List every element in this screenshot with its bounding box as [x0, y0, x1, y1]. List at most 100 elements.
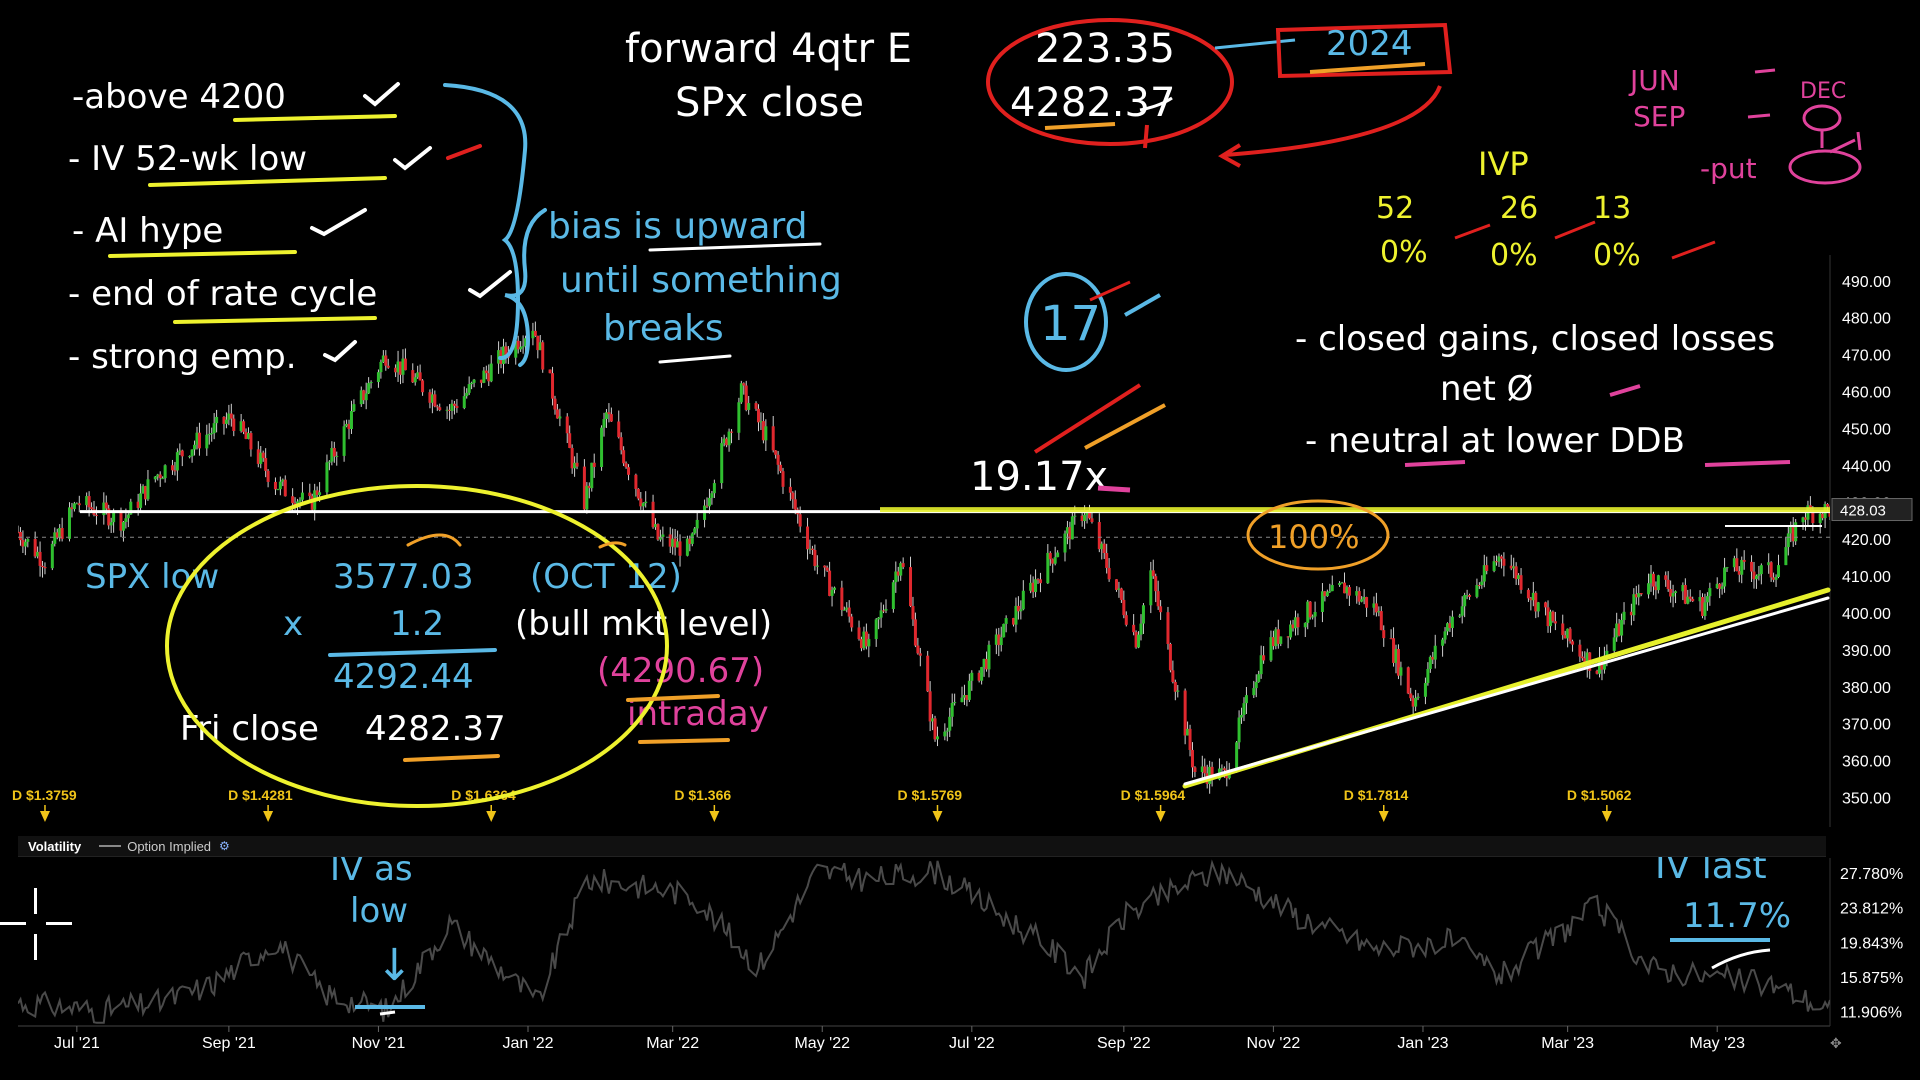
- candle-up: [1480, 581, 1484, 586]
- candle-up: [146, 479, 150, 500]
- candle-up: [676, 541, 680, 548]
- candle-down: [1048, 552, 1052, 560]
- candle-down: [1578, 644, 1582, 657]
- candle-up: [1034, 579, 1038, 593]
- candle-up: [482, 370, 486, 383]
- candle-up: [585, 485, 589, 510]
- candle-down: [825, 567, 829, 571]
- candle-up: [1818, 513, 1822, 524]
- candle-down: [568, 433, 572, 448]
- dividend-markers: D $1.3759 D $1.4281 D $1.6364 D $1.366 D $1.…: [12, 787, 1632, 822]
- candle-down: [1031, 582, 1035, 593]
- candle-down: [1688, 596, 1692, 599]
- candle-up: [72, 503, 76, 510]
- candle-down: [1544, 602, 1548, 608]
- candle-up: [36, 551, 40, 557]
- bias-line-1: bias is upward: [548, 206, 808, 247]
- candle-down: [1343, 582, 1347, 594]
- bull-level: 4292.44: [333, 657, 474, 697]
- candle-down: [232, 418, 236, 431]
- candle-up: [327, 461, 331, 463]
- candle-down: [1629, 611, 1633, 616]
- candle-down: [705, 505, 709, 507]
- candle-up: [884, 609, 888, 611]
- price-tick-label: 460.00: [1842, 385, 1891, 402]
- candle-up: [1053, 557, 1057, 564]
- x-tick-label: Mar '23: [1541, 1035, 1594, 1052]
- candle-down: [622, 450, 626, 464]
- candle-down: [1389, 638, 1393, 640]
- candle-down: [1563, 635, 1567, 639]
- candle-up: [1200, 766, 1204, 772]
- candle-down: [1791, 527, 1795, 542]
- candle-up: [381, 355, 385, 362]
- candle-up: [1306, 601, 1310, 623]
- candle-up: [26, 539, 30, 542]
- candle-up: [465, 392, 469, 397]
- volatility-tick-label: 23.812%: [1840, 901, 1903, 918]
- candle-up: [1252, 688, 1256, 696]
- scroll-to-end-icon[interactable]: ✥: [1830, 1036, 1842, 1052]
- candle-down: [756, 408, 760, 423]
- candle-up: [342, 426, 346, 456]
- bull-note: (bull mkt level): [515, 604, 772, 644]
- candle-up: [658, 536, 662, 540]
- candle-up: [1443, 631, 1447, 640]
- candle-down: [1411, 698, 1415, 707]
- candle-down: [761, 421, 765, 441]
- candle-down: [1396, 648, 1400, 676]
- candle-up: [1686, 596, 1690, 604]
- candle-down: [1379, 611, 1383, 631]
- settings-icon[interactable]: ⚙: [219, 839, 230, 853]
- candle-up: [1117, 588, 1121, 590]
- x-tick-label: Nov '21: [352, 1035, 406, 1052]
- net-note: net Ø: [1440, 369, 1533, 409]
- candle-down: [793, 499, 797, 510]
- candle-down: [1038, 579, 1042, 584]
- candle-up: [1433, 645, 1437, 660]
- candle-down: [639, 498, 643, 507]
- candle-up: [879, 610, 883, 618]
- candle-down: [1183, 690, 1187, 736]
- dividend-arrow-icon: [709, 811, 720, 822]
- candle-up: [416, 372, 420, 378]
- candle-up: [1019, 609, 1023, 612]
- candle-down: [1132, 624, 1136, 633]
- candle-down: [1617, 623, 1621, 636]
- spx-close-label: SPx close: [675, 80, 864, 126]
- candle-down: [913, 619, 917, 646]
- bias-line-2: until something: [560, 260, 842, 301]
- candle-up: [644, 501, 648, 504]
- thesis-checklist: -above 4200 - IV 52-wk low - AI hype - e…: [68, 77, 377, 377]
- volatility-y-axis: 27.780% 23.812% 19.843% 15.875% 11.906%: [1840, 866, 1903, 1022]
- candle-up: [489, 363, 493, 382]
- candle-down: [730, 431, 734, 433]
- candle-up: [259, 452, 263, 464]
- multiplier-value: 1.2: [390, 604, 444, 644]
- sep-label: SEP: [1633, 100, 1685, 133]
- candle-down: [1296, 617, 1300, 628]
- candle-up: [413, 377, 417, 383]
- candle-up: [75, 503, 79, 505]
- candle-down: [455, 405, 459, 409]
- candle-down: [754, 403, 758, 409]
- candle-up: [1548, 611, 1552, 627]
- candle-up: [1615, 623, 1619, 638]
- price-tick-label: 350.00: [1842, 790, 1891, 807]
- bias-ink: [504, 208, 822, 367]
- candle-up: [1622, 611, 1626, 620]
- candle-up: [367, 383, 371, 394]
- candle-up: [369, 382, 373, 384]
- candle-up: [102, 502, 106, 516]
- candle-down: [965, 695, 969, 700]
- candle-down: [1772, 577, 1776, 580]
- intraday-value: (4290.67): [597, 651, 764, 691]
- candle-up: [514, 340, 518, 358]
- candle-up: [759, 421, 763, 423]
- candle-up: [210, 433, 214, 435]
- candle-up: [710, 493, 714, 498]
- candle-up: [1585, 652, 1589, 668]
- candle-up: [467, 384, 471, 393]
- candle-down: [668, 534, 672, 547]
